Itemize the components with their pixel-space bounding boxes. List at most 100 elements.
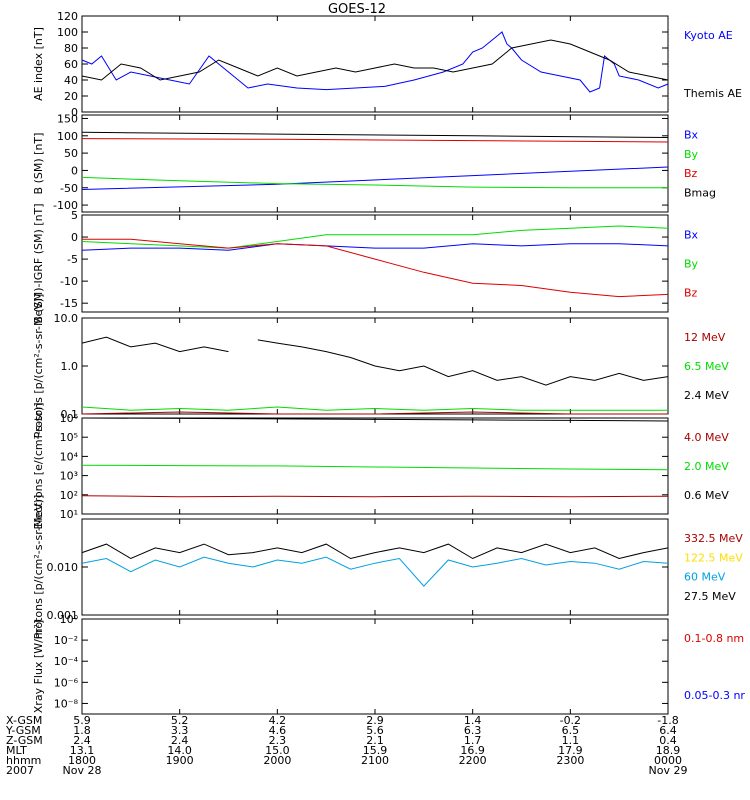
series-line-by — [81, 225, 669, 249]
panel-protons_low: 0.1 1.0 10.0 Protons [p/(cm²-s-sr-MeV)] 12 M… — [32, 294, 729, 439]
y-tick-label: -50 — [60, 182, 78, 195]
y-axis-label: Protons [p/(cm²-s-sr-MeV)] — [32, 495, 45, 640]
legend-label: 60 MeV — [684, 571, 726, 584]
ephemeris-value: 2.4 — [171, 734, 189, 747]
ephemeris-value: 18.9 — [656, 744, 681, 757]
y-tick-label: 0 — [71, 231, 78, 244]
y-tick-label: -100 — [53, 199, 78, 212]
ephemeris-value: 2200 — [459, 754, 487, 767]
ephemeris-row-label: Y-GSM — [5, 724, 41, 737]
series-line-kyoto-ae — [81, 31, 669, 93]
y-tick-label: 0 — [71, 106, 78, 119]
y-axis-label: B (SM)-IGRF (SM) [nT] — [32, 203, 45, 323]
ephemeris-value: 2300 — [556, 754, 584, 767]
y-tick-label: 10⁻² — [54, 634, 78, 647]
series-line-2-0-mev — [81, 464, 669, 471]
ephemeris-value: 6.3 — [464, 724, 482, 737]
y-axis-label: Protons [p/(cm²-s-sr-MeV)] — [32, 294, 45, 439]
ephemeris-value: 5.2 — [171, 714, 189, 727]
legend-label: Themis AE — [683, 87, 742, 100]
legend-label: Kyoto AE — [684, 29, 733, 42]
y-tick-label: 10⁻⁸ — [54, 697, 79, 710]
legend-label: Bz — [684, 287, 698, 300]
ephemeris-value: 16.9 — [460, 744, 485, 757]
ephemeris-row-label: hhmm — [6, 754, 41, 767]
panel-frame — [81, 15, 669, 113]
series-line-bz — [81, 138, 669, 143]
legend-label: 0.05-0.3 nr — [684, 689, 745, 702]
legend-label: 2.4 MeV — [684, 389, 729, 402]
ephemeris-value: 14.0 — [167, 744, 192, 757]
y-tick-label: 10.0 — [54, 312, 79, 325]
legend-label: 122.5 MeV — [684, 551, 743, 564]
panel-frame — [81, 214, 669, 313]
y-axis-label: Electrons [e/(cm²-s-sr)] — [32, 402, 45, 529]
ephemeris-value: 1.4 — [464, 714, 482, 727]
series-line-4-0-mev — [81, 495, 669, 498]
y-tick-label: 80 — [64, 42, 78, 55]
legend-label: 332.5 MeV — [684, 532, 743, 545]
legend-label: 2.0 MeV — [684, 460, 729, 473]
legend-label: 27.5 MeV — [684, 590, 736, 603]
ephemeris-value: 13.1 — [70, 744, 95, 757]
ephemeris-value: 1.1 — [562, 734, 580, 747]
ephemeris-value: 2.9 — [366, 714, 384, 727]
legend-label: 0.1-0.8 nm — [684, 632, 744, 645]
ephemeris-value: 15.9 — [363, 744, 388, 757]
ephemeris-row-label: 2007 — [6, 764, 34, 777]
ephemeris-value: 6.5 — [562, 724, 580, 737]
ephemeris-value: 3.3 — [171, 724, 189, 737]
y-tick-label: -15 — [60, 297, 78, 310]
y-tick-label: 10⁰ — [60, 613, 79, 626]
y-tick-label: 10⁶ — [60, 412, 79, 425]
ephemeris-value: 15.0 — [265, 744, 290, 757]
y-axis-label: B (SM) [nT] — [32, 133, 45, 195]
legend-label: Bmag — [684, 187, 716, 200]
series-line-0-6-mev — [81, 417, 669, 422]
y-tick-label: 10⁻⁴ — [54, 655, 79, 668]
ephemeris-value: 0000 — [654, 754, 682, 767]
ephemeris-value: 6.4 — [659, 724, 677, 737]
series-line-12-mev — [81, 411, 668, 415]
y-tick-label: 50 — [64, 147, 78, 160]
chart-title: GOES-12 — [328, 2, 386, 17]
ephemeris-row-label: MLT — [6, 744, 27, 757]
y-tick-label: 10⁻⁶ — [54, 676, 79, 689]
y-tick-label: 60 — [64, 58, 78, 71]
panel-db: -15 -10 -5 0 5 B (SM)-IGRF (SM) [nT] Bx By Bz — [32, 203, 699, 323]
ephemeris-value: 5.9 — [73, 714, 91, 727]
legend-label: 0.6 MeV — [684, 489, 729, 502]
series-line-themis-ae — [81, 39, 669, 81]
legend-label: Bx — [684, 128, 699, 141]
series-line-2-4-mev — [81, 336, 669, 386]
ephemeris-value: 4.6 — [269, 724, 287, 737]
ephemeris-value: 1800 — [68, 754, 96, 767]
ephemeris-value: 2100 — [361, 754, 389, 767]
series-line-bx — [81, 166, 669, 190]
panel-electrons: 10¹ 10² 10³ 10⁴ 10⁵ 10⁶ Electrons [e/(cm²-s-sr… — [32, 402, 729, 529]
ephemeris-value: 1900 — [166, 754, 194, 767]
ephemeris-value: -0.2 — [560, 714, 581, 727]
y-tick-label: 0.001 — [47, 609, 79, 622]
legend-label: Bz — [684, 167, 698, 180]
ephemeris-row-label: X-GSM — [6, 714, 42, 727]
y-tick-label: 150 — [57, 112, 78, 125]
y-tick-label: 120 — [57, 10, 78, 23]
y-tick-label: 100 — [57, 130, 78, 143]
y-tick-label: 10¹ — [60, 508, 78, 521]
y-tick-label: 1.0 — [61, 360, 79, 373]
series-line-27-5-mev — [81, 543, 669, 560]
panel-b: -100 -50 0 50 100 150 B (SM) [nT] Bx By Bz Bmag — [32, 112, 716, 213]
y-tick-label: 0.1 — [61, 408, 79, 421]
ephemeris-value: 5.6 — [366, 724, 384, 737]
ephemeris-date-end: Nov 29 — [649, 764, 688, 777]
y-tick-label: 40 — [64, 74, 78, 87]
ephemeris-value: 2000 — [263, 754, 291, 767]
series-line-bx — [81, 243, 669, 251]
ephemeris-value: 17.9 — [558, 744, 583, 757]
y-axis-label: Xray Flux [W/m²] — [32, 620, 45, 713]
ephemeris-date-start: Nov 28 — [63, 764, 102, 777]
panel-xray: 10⁻⁸ 10⁻⁶ 10⁻⁴ 10⁻² 10⁰ Xray Flux [W/m²] 0.1-0… — [32, 613, 745, 715]
